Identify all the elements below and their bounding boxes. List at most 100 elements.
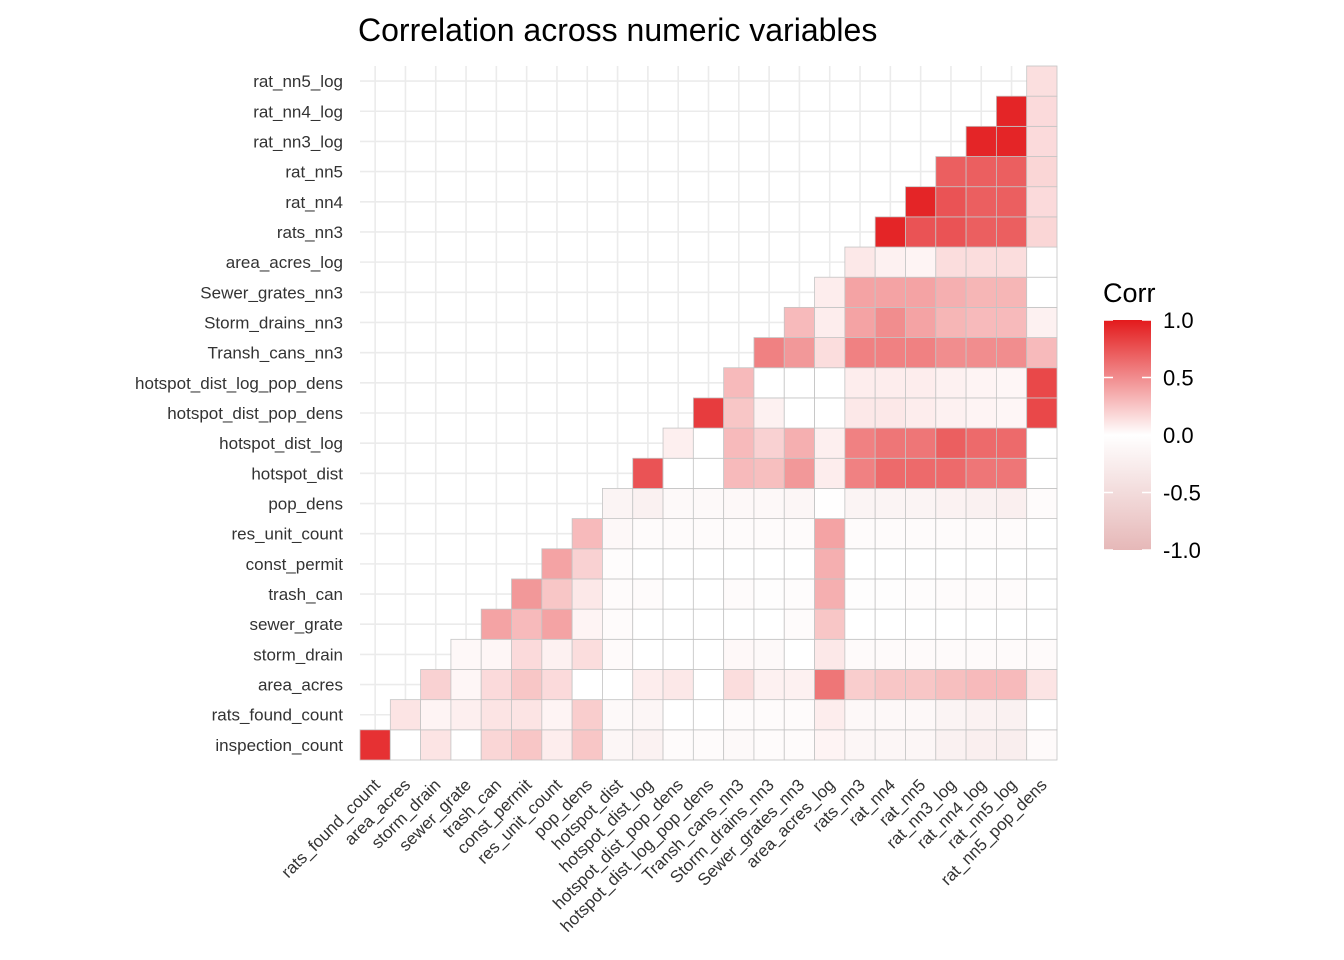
cell-hotspot_dist_pop_dens-Transh_cans_nn3 xyxy=(723,397,755,429)
cell-rats_found_count-pop_dens xyxy=(571,699,603,731)
cell-rat_nn4_log-rat_nn5_pop_dens xyxy=(1026,95,1058,127)
cell-sewer_grate-rat_nn3_log xyxy=(935,608,967,640)
cell-inspection_count-sewer_grate xyxy=(450,729,482,761)
cell-rat_nn5-rat_nn3_log xyxy=(935,156,967,188)
cell-pop_dens-rat_nn3_log xyxy=(935,488,967,520)
cell-pop_dens-hotspot_dist_log xyxy=(632,488,664,520)
cell-storm_drain-res_unit_count xyxy=(541,638,573,670)
cell-rats_found_count-hotspot_dist_log xyxy=(632,699,664,731)
cell-hotspot_dist-area_acres_log xyxy=(814,457,846,489)
cell-inspection_count-hotspot_dist_pop_dens xyxy=(662,729,694,761)
cell-hotspot_dist_log_pop_dens-Storm_drains_nn3 xyxy=(753,367,785,399)
y-tick-label: res_unit_count xyxy=(231,525,343,544)
y-tick-label: Transh_cans_nn3 xyxy=(208,344,343,363)
cell-hotspot_dist_log_pop_dens-Transh_cans_nn3 xyxy=(723,367,755,399)
cell-area_acres-hotspot_dist_log_pop_dens xyxy=(692,669,725,701)
cell-pop_dens-rat_nn4_log xyxy=(965,488,997,520)
cell-pop_dens-rats_nn3 xyxy=(844,488,876,520)
cell-hotspot_dist_log-hotspot_dist_pop_dens xyxy=(662,427,694,459)
cell-storm_drain-area_acres_log xyxy=(814,638,846,670)
cell-storm_drain-const_permit xyxy=(511,638,543,670)
cell-inspection_count-rat_nn5_pop_dens xyxy=(1026,729,1058,761)
cell-storm_drain-Sewer_grates_nn3 xyxy=(783,638,815,670)
cell-hotspot_dist_log-rat_nn5_pop_dens xyxy=(1026,427,1058,459)
y-tick-label: rat_nn5_log xyxy=(253,72,343,91)
cell-rat_nn3_log-rat_nn5_pop_dens xyxy=(1026,125,1058,157)
cell-inspection_count-res_unit_count xyxy=(541,729,573,761)
cell-rats_found_count-trash_can xyxy=(480,699,512,731)
cell-pop_dens-Transh_cans_nn3 xyxy=(723,488,755,520)
cell-rats_found_count-storm_drain xyxy=(420,699,452,731)
y-tick-label: inspection_count xyxy=(215,736,343,755)
y-tick-label: trash_can xyxy=(268,585,343,604)
cell-Transh_cans_nn3-area_acres_log xyxy=(814,337,846,369)
cell-res_unit_count-rat_nn5_log xyxy=(995,518,1028,550)
cell-rats_found_count-res_unit_count xyxy=(541,699,573,731)
cell-rat_nn3_log-rat_nn4_log xyxy=(965,125,997,157)
cell-area_acres_log-rat_nn3_log xyxy=(935,246,967,278)
cell-Transh_cans_nn3-rat_nn4_log xyxy=(965,337,997,369)
cell-hotspot_dist_pop_dens-rats_nn3 xyxy=(844,397,876,429)
cell-trash_can-res_unit_count xyxy=(541,578,573,610)
cell-hotspot_dist_log-hotspot_dist_log_pop_dens xyxy=(692,427,725,459)
cell-rats_found_count-rat_nn5_pop_dens xyxy=(1026,699,1058,731)
cell-rat_nn5_log-rat_nn5_pop_dens xyxy=(1026,65,1058,97)
cell-trash_can-rat_nn5_pop_dens xyxy=(1026,578,1058,610)
cell-trash_can-hotspot_dist_log_pop_dens xyxy=(692,578,725,610)
cell-inspection_count-rat_nn5 xyxy=(905,729,937,761)
cell-res_unit_count-pop_dens xyxy=(571,518,603,550)
cell-area_acres-rat_nn5_pop_dens xyxy=(1026,669,1058,701)
cell-sewer_grate-hotspot_dist xyxy=(602,608,634,640)
cell-storm_drain-hotspot_dist xyxy=(602,638,634,670)
cell-hotspot_dist_log_pop_dens-area_acres_log xyxy=(814,367,846,399)
cell-res_unit_count-Transh_cans_nn3 xyxy=(723,518,755,550)
cell-const_permit-hotspot_dist_pop_dens xyxy=(662,548,694,580)
cell-hotspot_dist_log-Sewer_grates_nn3 xyxy=(783,427,815,459)
cell-hotspot_dist_log_pop_dens-rat_nn5_pop_dens xyxy=(1026,367,1058,399)
cell-storm_drain-rat_nn4 xyxy=(874,638,906,670)
cell-const_permit-Transh_cans_nn3 xyxy=(723,548,755,580)
y-tick-label: rat_nn3_log xyxy=(253,132,343,151)
cell-inspection_count-hotspot_dist_log_pop_dens xyxy=(692,729,725,761)
cell-hotspot_dist_pop_dens-Sewer_grates_nn3 xyxy=(783,397,815,429)
cell-storm_drain-rat_nn5 xyxy=(905,638,937,670)
cell-trash_can-hotspot_dist xyxy=(602,578,634,610)
cell-inspection_count-hotspot_dist_log xyxy=(632,729,664,761)
cell-Sewer_grates_nn3-rat_nn4_log xyxy=(965,276,997,308)
cell-inspection_count-Storm_drains_nn3 xyxy=(753,729,785,761)
cell-pop_dens-rat_nn5_pop_dens xyxy=(1026,488,1058,520)
cell-const_permit-rat_nn3_log xyxy=(935,548,967,580)
cell-storm_drain-Transh_cans_nn3 xyxy=(723,638,755,670)
cell-sewer_grate-hotspot_dist_log_pop_dens xyxy=(692,608,725,640)
cell-rats_nn3-rat_nn4_log xyxy=(965,216,997,248)
cell-sewer_grate-rat_nn4 xyxy=(874,608,906,640)
cell-Transh_cans_nn3-Storm_drains_nn3 xyxy=(753,337,785,369)
cell-rats_nn3-rat_nn5_pop_dens xyxy=(1026,216,1058,248)
cell-trash_can-rat_nn4_log xyxy=(965,578,997,610)
cell-Storm_drains_nn3-Sewer_grates_nn3 xyxy=(783,306,815,338)
cell-rat_nn4-rat_nn3_log xyxy=(935,186,967,218)
cell-trash_can-const_permit xyxy=(511,578,543,610)
cell-rats_found_count-rat_nn5 xyxy=(905,699,937,731)
cell-inspection_count-rats_nn3 xyxy=(844,729,876,761)
cell-inspection_count-area_acres xyxy=(389,729,422,761)
cell-hotspot_dist-rats_nn3 xyxy=(844,457,876,489)
cell-const_permit-Storm_drains_nn3 xyxy=(753,548,785,580)
cell-storm_drain-rat_nn3_log xyxy=(935,638,967,670)
cell-const_permit-pop_dens xyxy=(571,548,603,580)
cell-Storm_drains_nn3-rat_nn5_pop_dens xyxy=(1026,306,1058,338)
cell-const_permit-rat_nn4_log xyxy=(965,548,997,580)
cell-trash_can-Sewer_grates_nn3 xyxy=(783,578,815,610)
cell-const_permit-rat_nn5_log xyxy=(995,548,1028,580)
y-tick-label: hotspot_dist_log xyxy=(219,434,343,453)
cell-area_acres-rat_nn5 xyxy=(905,669,937,701)
cell-rats_found_count-rats_nn3 xyxy=(844,699,876,731)
cell-Transh_cans_nn3-rat_nn5 xyxy=(905,337,937,369)
y-tick-label: pop_dens xyxy=(268,495,343,514)
cell-area_acres-Sewer_grates_nn3 xyxy=(783,669,815,701)
cell-Storm_drains_nn3-rat_nn4_log xyxy=(965,306,997,338)
cell-area_acres-rat_nn5_log xyxy=(995,669,1028,701)
cell-rat_nn5-rat_nn5_log xyxy=(995,156,1028,188)
legend-tick-label: -0.5 xyxy=(1163,481,1201,506)
y-tick-label: Sewer_grates_nn3 xyxy=(200,283,343,302)
